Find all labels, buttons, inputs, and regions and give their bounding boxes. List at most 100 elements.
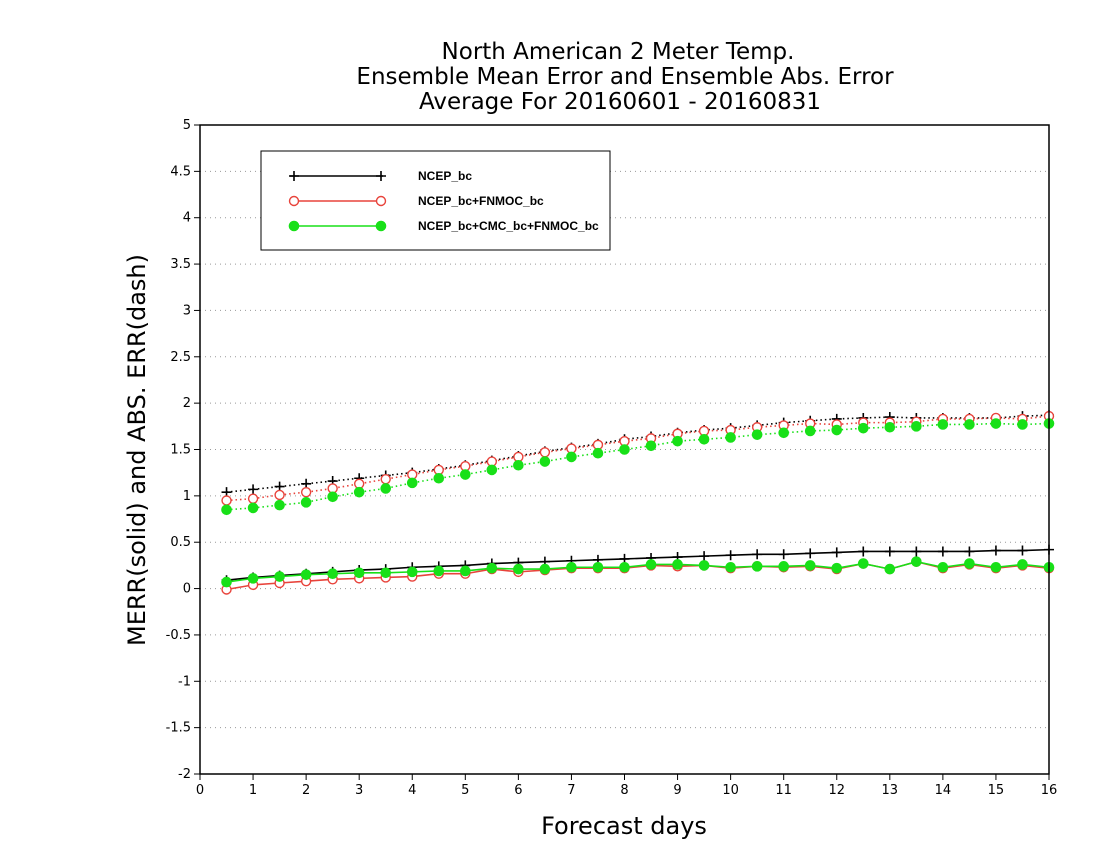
abs-err-point-ncep-bc [248, 484, 259, 495]
y-tick-label: -1.5 [166, 721, 191, 736]
abs-err-line-ncep-bc-fnmoc-bc [226, 415, 1050, 502]
x-tick-label: 7 [567, 783, 575, 798]
chart-title-line-1: North American 2 Meter Temp. [442, 39, 795, 65]
merr-point-ncep-bc-cmc-bc-fnmoc-bc [460, 565, 471, 577]
merr-point-ncep-bc-cmc-bc-fnmoc-bc [486, 562, 498, 574]
x-tick-label: 0 [196, 783, 204, 798]
abs-err-point-ncep-bc-cmc-bc-fnmoc-bc [274, 499, 285, 511]
legend-marker-ncep-bc-fnmoc-bc [375, 195, 387, 207]
merr-point-ncep-bc-cmc-bc-fnmoc-bc [857, 558, 869, 569]
y-axis-label: MERR(solid) and ABS. ERR(dash) [123, 254, 151, 646]
legend-marker-ncep-bc-cmc-bc-fnmoc-bc [375, 220, 387, 232]
y-tick-label: 1.5 [170, 443, 191, 458]
merr-point-ncep-bc-cmc-bc-fnmoc-bc [539, 563, 551, 575]
abs-err-point-ncep-bc-cmc-bc-fnmoc-bc [592, 447, 604, 459]
merr-point-ncep-bc-cmc-bc-fnmoc-bc [990, 561, 1002, 573]
merr-point-ncep-bc [805, 548, 816, 559]
abs-err-point-ncep-bc-cmc-bc-fnmoc-bc [460, 469, 471, 480]
y-tick-label: 0 [183, 582, 191, 597]
merr-point-ncep-bc [990, 545, 1001, 556]
x-tick-label: 8 [620, 783, 628, 798]
abs-err-point-ncep-bc-fnmoc-bc [247, 493, 259, 504]
x-tick-label: 13 [882, 783, 899, 798]
merr-point-ncep-bc [778, 549, 789, 560]
merr-point-ncep-bc-cmc-bc-fnmoc-bc [884, 563, 896, 575]
abs-err-point-ncep-bc-cmc-bc-fnmoc-bc [751, 429, 763, 440]
legend-marker-ncep-bc-fnmoc-bc [288, 195, 300, 207]
merr-point-ncep-bc-cmc-bc-fnmoc-bc [1017, 559, 1028, 570]
chart-title: North American 2 Meter Temp. Ensemble Me… [356, 39, 894, 115]
abs-err-line-ncep-bc-cmc-bc-fnmoc-bc [226, 422, 1050, 511]
merr-point-ncep-bc-cmc-bc-fnmoc-bc [380, 567, 392, 579]
abs-err-point-ncep-bc-cmc-bc-fnmoc-bc [247, 502, 259, 514]
y-tick-label: 2.5 [170, 350, 191, 365]
x-tick-label: 4 [408, 783, 416, 798]
abs-err-point-ncep-bc-cmc-bc-fnmoc-bc [778, 427, 789, 439]
merr-point-ncep-bc [1017, 545, 1028, 556]
abs-err-point-ncep-bc-fnmoc-bc [539, 447, 551, 458]
merr-point-ncep-bc [964, 546, 975, 557]
abs-err-point-ncep-bc-cmc-bc-fnmoc-bc [725, 432, 736, 443]
merr-point-ncep-bc-cmc-bc-fnmoc-bc [778, 561, 789, 572]
merr-point-ncep-bc [699, 551, 710, 562]
merr-point-ncep-bc-cmc-bc-fnmoc-bc [406, 566, 418, 578]
merr-point-ncep-bc-cmc-bc-fnmoc-bc [327, 568, 338, 580]
abs-err-point-ncep-bc-cmc-bc-fnmoc-bc [698, 434, 710, 445]
y-tick-label: -0.5 [166, 628, 191, 643]
x-tick-label: 2 [302, 783, 310, 798]
y-tick-label: 5 [183, 118, 191, 133]
series-0 [221, 410, 1054, 586]
abs-err-line-ncep-bc [226, 414, 1050, 493]
legend-label-ncep-bc-cmc-bc-fnmoc-bc: NCEP_bc+CMC_bc+FNMOC_bc [418, 219, 599, 233]
abs-err-point-ncep-bc-cmc-bc-fnmoc-bc [353, 486, 365, 498]
abs-err-point-ncep-bc-cmc-bc-fnmoc-bc [406, 477, 418, 489]
merr-point-ncep-bc-cmc-bc-fnmoc-bc [831, 562, 843, 574]
y-tick-label: 4 [183, 211, 191, 226]
x-tick-label: 3 [355, 783, 363, 798]
abs-err-point-ncep-bc-cmc-bc-fnmoc-bc [566, 451, 577, 463]
merr-point-ncep-bc-cmc-bc-fnmoc-bc [672, 559, 683, 570]
abs-err-point-ncep-bc-cmc-bc-fnmoc-bc [937, 419, 949, 430]
merr-point-ncep-bc-cmc-bc-fnmoc-bc [433, 565, 445, 577]
merr-point-ncep-bc-cmc-bc-fnmoc-bc [645, 559, 657, 570]
merr-point-ncep-bc-cmc-bc-fnmoc-bc [619, 561, 630, 573]
series-2 [221, 418, 1055, 588]
x-tick-label: 11 [775, 783, 792, 798]
x-axis-label: Forecast days [541, 812, 707, 840]
abs-err-point-ncep-bc-cmc-bc-fnmoc-bc [857, 422, 869, 434]
x-tick-label: 6 [514, 783, 522, 798]
merr-point-ncep-bc [725, 550, 736, 561]
merr-point-ncep-bc [831, 547, 842, 558]
merr-point-ncep-bc [937, 546, 948, 557]
merr-point-ncep-bc-cmc-bc-fnmoc-bc [592, 561, 604, 573]
merr-point-ncep-bc-cmc-bc-fnmoc-bc [751, 561, 763, 572]
merr-point-ncep-bc-cmc-bc-fnmoc-bc [937, 561, 949, 573]
y-axis-ticks: -2 -1.5 -1 -0.5 0 0.5 1 1.5 2 2.5 3 3.5 4 4.5 5 [166, 118, 200, 782]
y-tick-label: 2 [183, 396, 191, 411]
chart-title-line-3: Average For 20160601 - 20160831 [419, 89, 821, 115]
abs-err-point-ncep-bc-fnmoc-bc [221, 495, 232, 506]
y-tick-label: 1 [183, 489, 191, 504]
x-tick-label: 16 [1041, 783, 1058, 798]
merr-point-ncep-bc-cmc-bc-fnmoc-bc [566, 561, 577, 573]
abs-err-point-ncep-bc-cmc-bc-fnmoc-bc [433, 472, 445, 484]
merr-point-ncep-bc-cmc-bc-fnmoc-bc [911, 556, 922, 567]
abs-err-point-ncep-bc-cmc-bc-fnmoc-bc [380, 483, 392, 494]
merr-point-ncep-bc [884, 546, 895, 557]
abs-err-point-ncep-bc-cmc-bc-fnmoc-bc [539, 456, 551, 467]
merr-line-ncep-bc [226, 548, 1050, 582]
merr-point-ncep-bc-cmc-bc-fnmoc-bc [221, 576, 232, 588]
abs-err-point-ncep-bc-cmc-bc-fnmoc-bc [990, 418, 1002, 429]
abs-err-point-ncep-bc-cmc-bc-fnmoc-bc [804, 425, 816, 437]
y-tick-label: -1 [178, 674, 191, 689]
abs-err-point-ncep-bc-cmc-bc-fnmoc-bc [327, 491, 338, 503]
legend-marker-ncep-bc [376, 171, 386, 181]
abs-err-point-ncep-bc-cmc-bc-fnmoc-bc [619, 444, 630, 455]
abs-err-point-ncep-bc-fnmoc-bc [274, 489, 285, 501]
abs-err-point-ncep-bc-cmc-bc-fnmoc-bc [486, 464, 498, 476]
legend-label-ncep-bc: NCEP_bc [418, 169, 472, 183]
x-tick-label: 9 [673, 783, 681, 798]
abs-err-point-ncep-bc-cmc-bc-fnmoc-bc [831, 424, 843, 436]
y-tick-label: -2 [178, 767, 191, 782]
legend-marker-ncep-bc-cmc-bc-fnmoc-bc [288, 220, 300, 232]
